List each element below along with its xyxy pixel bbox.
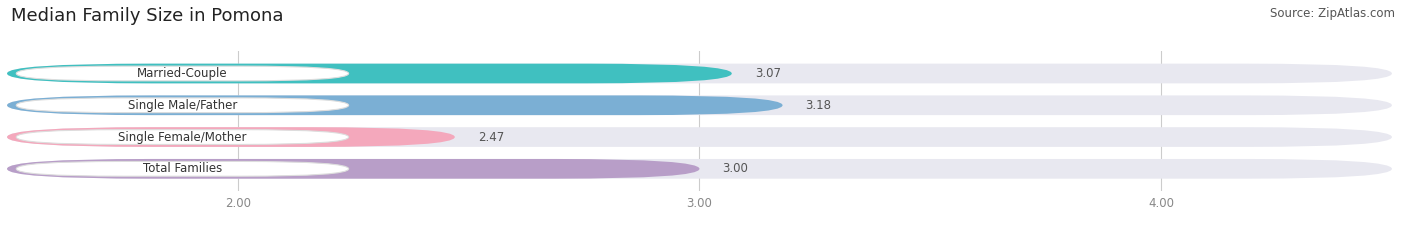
Text: Median Family Size in Pomona: Median Family Size in Pomona [11,7,284,25]
Text: 3.07: 3.07 [755,67,780,80]
Text: Single Female/Mother: Single Female/Mother [118,130,246,144]
FancyBboxPatch shape [7,159,699,179]
Text: 3.18: 3.18 [806,99,832,112]
FancyBboxPatch shape [7,127,1392,147]
FancyBboxPatch shape [7,96,783,115]
FancyBboxPatch shape [17,161,349,176]
FancyBboxPatch shape [7,64,731,83]
FancyBboxPatch shape [17,98,349,113]
FancyBboxPatch shape [7,64,1392,83]
Text: Source: ZipAtlas.com: Source: ZipAtlas.com [1270,7,1395,20]
Text: 3.00: 3.00 [723,162,748,175]
Text: Total Families: Total Families [143,162,222,175]
Text: Married-Couple: Married-Couple [138,67,228,80]
FancyBboxPatch shape [17,130,349,144]
Text: Single Male/Father: Single Male/Father [128,99,238,112]
Text: 2.47: 2.47 [478,130,505,144]
FancyBboxPatch shape [7,159,1392,179]
FancyBboxPatch shape [7,96,1392,115]
FancyBboxPatch shape [7,127,454,147]
FancyBboxPatch shape [17,66,349,81]
